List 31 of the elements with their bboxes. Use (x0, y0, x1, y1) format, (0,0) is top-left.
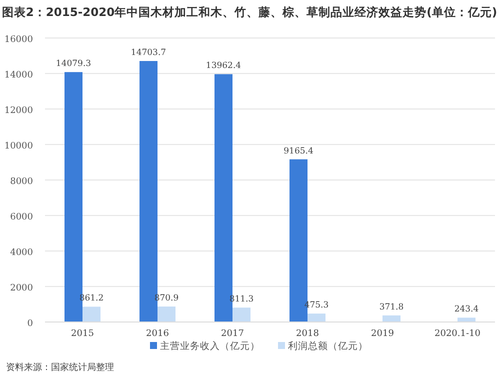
data-label: 371.8 (379, 302, 404, 312)
data-label: 243.4 (454, 304, 479, 315)
data-label: 9165.4 (284, 146, 314, 156)
bar (232, 308, 250, 322)
data-label: 14703.7 (130, 48, 166, 58)
bar (308, 314, 326, 322)
x-tick-label: 2016 (146, 329, 170, 339)
y-tick-label: 12000 (4, 106, 34, 116)
x-tick-label: 2018 (296, 329, 320, 339)
x-tick-label: 2017 (221, 329, 244, 339)
y-tick-label: 10000 (4, 142, 34, 152)
y-tick-label: 2000 (10, 284, 34, 294)
y-tick-label: 16000 (4, 35, 34, 45)
bar (82, 306, 100, 322)
legend-label: 利润总额（亿元） (288, 340, 368, 352)
text: 资料来源：国家统计局整理 (6, 362, 114, 373)
chart-title: 图表2：2015-2020年中国木材加工和木、竹、藤、棕、草制品业经济效益走势(单位：亿元) (2, 5, 498, 19)
x-tick-label: 2015 (71, 329, 94, 339)
bar (458, 318, 476, 322)
bar (158, 306, 176, 322)
data-label: 14079.3 (56, 59, 92, 70)
y-tick-label: 14000 (4, 70, 34, 80)
x-tick-label: 2019 (371, 329, 394, 339)
x-tick-label: 2020.1-10 (434, 329, 481, 339)
y-tick-label: 8000 (10, 177, 34, 187)
y-tick-label: 0 (27, 319, 34, 329)
data-label: 13962.4 (206, 61, 242, 72)
y-tick-label: 6000 (10, 212, 34, 222)
y-tick-label: 4000 (10, 248, 34, 258)
legend-label: 主营业务收入（亿元） (160, 340, 260, 352)
bar (382, 315, 400, 322)
